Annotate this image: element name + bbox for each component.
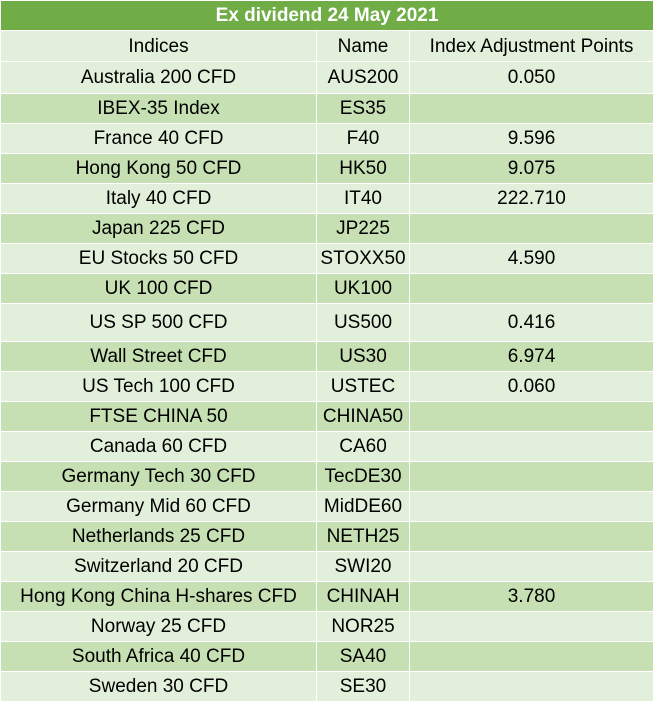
cell-index: France 40 CFD: [0, 123, 317, 154]
table-row: Wall Street CFD US30 6.974: [0, 341, 654, 372]
table-row: IBEX-35 Index ES35: [0, 93, 654, 124]
table-row: Sweden 30 CFD SE30: [0, 671, 654, 702]
cell-name: SWI20: [316, 551, 410, 582]
cell-name: AUS200: [316, 61, 410, 94]
cell-index: Switzerland 20 CFD: [0, 551, 317, 582]
column-header-indices: Indices: [0, 30, 317, 62]
cell-index: Italy 40 CFD: [0, 183, 317, 214]
cell-name: SA40: [316, 641, 410, 672]
cell-index: EU Stocks 50 CFD: [0, 243, 317, 274]
cell-adjustment-points: [408, 671, 654, 702]
cell-name: TecDE30: [316, 461, 410, 492]
table-row: Switzerland 20 CFD SWI20: [0, 551, 654, 582]
cell-name: IT40: [316, 183, 410, 214]
cell-adjustment-points: [408, 431, 654, 462]
cell-name: NETH25: [316, 521, 410, 552]
table-row: FTSE CHINA 50 CHINA50: [0, 401, 654, 432]
table-row: South Africa 40 CFD SA40: [0, 641, 654, 672]
cell-name: ES35: [316, 93, 410, 124]
cell-name: CHINAH: [316, 581, 410, 612]
cell-name: MidDE60: [316, 491, 410, 522]
cell-adjustment-points: 0.050: [408, 61, 654, 94]
cell-name: F40: [316, 123, 410, 154]
table-row: Canada 60 CFD CA60: [0, 431, 654, 462]
cell-index: FTSE CHINA 50: [0, 401, 317, 432]
cell-adjustment-points: [408, 521, 654, 552]
cell-index: Canada 60 CFD: [0, 431, 317, 462]
table-row: Hong Kong China H-shares CFD CHINAH 3.780: [0, 581, 654, 612]
cell-adjustment-points: 0.060: [408, 371, 654, 402]
cell-adjustment-points: [408, 491, 654, 522]
table-row: Germany Mid 60 CFD MidDE60: [0, 491, 654, 522]
cell-name: JP225: [316, 213, 410, 244]
cell-adjustment-points: [408, 401, 654, 432]
column-header-name: Name: [316, 30, 410, 62]
table-row: EU Stocks 50 CFD STOXX50 4.590: [0, 243, 654, 274]
cell-name: HK50: [316, 153, 410, 184]
table-row: Hong Kong 50 CFD HK50 9.075: [0, 153, 654, 184]
cell-index: Netherlands 25 CFD: [0, 521, 317, 552]
cell-adjustment-points: 3.780: [408, 581, 654, 612]
cell-adjustment-points: [408, 551, 654, 582]
cell-adjustment-points: 9.596: [408, 123, 654, 154]
cell-name: STOXX50: [316, 243, 410, 274]
cell-name: SE30: [316, 671, 410, 702]
table-row: US SP 500 CFD US500 0.416: [0, 303, 654, 342]
cell-index: Japan 225 CFD: [0, 213, 317, 244]
cell-index: Wall Street CFD: [0, 341, 317, 372]
header-row: Indices Name Index Adjustment Points: [0, 30, 654, 62]
table-row: Japan 225 CFD JP225: [0, 213, 654, 244]
cell-index: Sweden 30 CFD: [0, 671, 317, 702]
column-header-adjustment-points: Index Adjustment Points: [408, 30, 654, 62]
cell-index: IBEX-35 Index: [0, 93, 317, 124]
cell-name: CHINA50: [316, 401, 410, 432]
cell-adjustment-points: [408, 611, 654, 642]
table-row: Norway 25 CFD NOR25: [0, 611, 654, 642]
cell-adjustment-points: [408, 461, 654, 492]
cell-name: USTEC: [316, 371, 410, 402]
cell-name: CA60: [316, 431, 410, 462]
cell-name: NOR25: [316, 611, 410, 642]
cell-adjustment-points: [408, 273, 654, 304]
cell-name: US30: [316, 341, 410, 372]
table-row: Germany Tech 30 CFD TecDE30: [0, 461, 654, 492]
table-row: US Tech 100 CFD USTEC 0.060: [0, 371, 654, 402]
cell-adjustment-points: [408, 641, 654, 672]
cell-adjustment-points: 0.416: [408, 303, 654, 342]
cell-index: Hong Kong 50 CFD: [0, 153, 317, 184]
cell-index: Australia 200 CFD: [0, 61, 317, 94]
cell-adjustment-points: 9.075: [408, 153, 654, 184]
cell-index: US Tech 100 CFD: [0, 371, 317, 402]
table-body: Australia 200 CFD AUS200 0.050 IBEX-35 Inde…: [0, 61, 654, 702]
table-row: Australia 200 CFD AUS200 0.050: [0, 61, 654, 94]
cell-adjustment-points: 6.974: [408, 341, 654, 372]
cell-adjustment-points: [408, 213, 654, 244]
cell-name: US500: [316, 303, 410, 342]
cell-name: UK100: [316, 273, 410, 304]
cell-index: South Africa 40 CFD: [0, 641, 317, 672]
cell-index: US SP 500 CFD: [0, 303, 317, 342]
cell-index: Norway 25 CFD: [0, 611, 317, 642]
table-title: Ex dividend 24 May 2021: [0, 0, 654, 31]
cell-index: Germany Tech 30 CFD: [0, 461, 317, 492]
cell-adjustment-points: 222.710: [408, 183, 654, 214]
cell-adjustment-points: 4.590: [408, 243, 654, 274]
cell-index: Germany Mid 60 CFD: [0, 491, 317, 522]
table-row: Italy 40 CFD IT40 222.710: [0, 183, 654, 214]
table-row: France 40 CFD F40 9.596: [0, 123, 654, 154]
table-row: Netherlands 25 CFD NETH25: [0, 521, 654, 552]
cell-index: Hong Kong China H-shares CFD: [0, 581, 317, 612]
cell-adjustment-points: [408, 93, 654, 124]
table-row: UK 100 CFD UK100: [0, 273, 654, 304]
cell-index: UK 100 CFD: [0, 273, 317, 304]
